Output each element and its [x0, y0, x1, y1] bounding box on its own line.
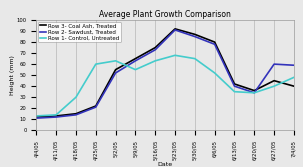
Row 3- Coal Ash, Treated: [173, 28, 177, 30]
Row 1- Control, Untreated: [54, 114, 58, 116]
Row 3- Coal Ash, Treated: [213, 41, 216, 43]
Row 3- Coal Ash, Treated: [54, 115, 58, 117]
Line: Row 1- Control, Untreated: Row 1- Control, Untreated: [36, 55, 294, 116]
Row 2- Sawdust, Treated: [213, 43, 216, 45]
Row 1- Control, Untreated: [233, 91, 236, 93]
Row 2- Sawdust, Treated: [153, 49, 157, 51]
X-axis label: Date: Date: [158, 162, 173, 167]
Row 1- Control, Untreated: [134, 69, 137, 71]
Row 2- Sawdust, Treated: [292, 64, 296, 66]
Row 2- Sawdust, Treated: [134, 60, 137, 62]
Row 3- Coal Ash, Treated: [233, 83, 236, 85]
Row 2- Sawdust, Treated: [173, 29, 177, 31]
Row 3- Coal Ash, Treated: [94, 105, 98, 107]
Row 2- Sawdust, Treated: [54, 116, 58, 118]
Row 1- Control, Untreated: [292, 76, 296, 78]
Row 3- Coal Ash, Treated: [292, 85, 296, 87]
Row 1- Control, Untreated: [153, 60, 157, 62]
Row 1- Control, Untreated: [173, 54, 177, 56]
Title: Average Plant Growth Comparison: Average Plant Growth Comparison: [99, 10, 231, 19]
Row 3- Coal Ash, Treated: [272, 80, 276, 82]
Row 2- Sawdust, Treated: [233, 85, 236, 87]
Line: Row 2- Sawdust, Treated: Row 2- Sawdust, Treated: [36, 30, 294, 118]
Row 2- Sawdust, Treated: [35, 117, 38, 119]
Y-axis label: Height (mm): Height (mm): [10, 55, 15, 95]
Row 3- Coal Ash, Treated: [153, 47, 157, 49]
Row 3- Coal Ash, Treated: [252, 90, 256, 92]
Row 2- Sawdust, Treated: [272, 63, 276, 65]
Row 1- Control, Untreated: [94, 63, 98, 65]
Row 2- Sawdust, Treated: [94, 106, 98, 108]
Line: Row 3- Coal Ash, Treated: Row 3- Coal Ash, Treated: [36, 29, 294, 117]
Row 1- Control, Untreated: [272, 85, 276, 87]
Row 1- Control, Untreated: [74, 96, 78, 98]
Row 2- Sawdust, Treated: [114, 72, 118, 74]
Row 3- Coal Ash, Treated: [134, 58, 137, 60]
Row 3- Coal Ash, Treated: [193, 33, 197, 35]
Row 2- Sawdust, Treated: [193, 36, 197, 38]
Row 2- Sawdust, Treated: [252, 92, 256, 94]
Row 3- Coal Ash, Treated: [35, 116, 38, 118]
Row 2- Sawdust, Treated: [74, 114, 78, 116]
Row 1- Control, Untreated: [114, 60, 118, 62]
Row 3- Coal Ash, Treated: [74, 113, 78, 115]
Row 1- Control, Untreated: [193, 58, 197, 60]
Legend: Row 3- Coal Ash, Treated, Row 2- Sawdust, Treated, Row 1- Control, Untreated: Row 3- Coal Ash, Treated, Row 2- Sawdust…: [38, 22, 121, 42]
Row 3- Coal Ash, Treated: [114, 69, 118, 71]
Row 1- Control, Untreated: [252, 92, 256, 94]
Row 1- Control, Untreated: [35, 115, 38, 117]
Row 1- Control, Untreated: [213, 72, 216, 74]
